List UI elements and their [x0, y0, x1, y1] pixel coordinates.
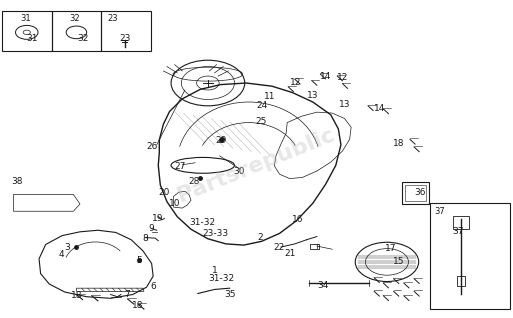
Bar: [52, 11, 102, 51]
Text: 18: 18: [132, 301, 144, 310]
Text: 31-32: 31-32: [209, 274, 235, 283]
Text: 1: 1: [212, 266, 218, 275]
Text: 29: 29: [215, 135, 226, 144]
Text: 8: 8: [143, 234, 148, 243]
Text: 9: 9: [149, 224, 154, 233]
Text: 23-33: 23-33: [203, 229, 229, 238]
Text: 14: 14: [320, 72, 331, 80]
Text: 21: 21: [284, 250, 295, 259]
Text: 32: 32: [77, 34, 88, 43]
Bar: [457, 276, 465, 286]
Text: 35: 35: [224, 290, 235, 299]
Text: 31-32: 31-32: [190, 218, 216, 227]
Text: 2: 2: [258, 233, 263, 242]
Bar: [430, 203, 510, 309]
Text: 16: 16: [292, 215, 303, 224]
Text: 32: 32: [69, 14, 80, 23]
Bar: [310, 244, 320, 249]
Text: 23: 23: [107, 14, 118, 23]
Text: 15: 15: [393, 257, 404, 266]
Text: 31: 31: [27, 34, 38, 43]
Text: 18: 18: [393, 139, 404, 148]
Text: 6: 6: [150, 282, 156, 291]
Text: 13: 13: [307, 91, 319, 100]
Text: 37: 37: [452, 227, 463, 236]
Bar: [102, 11, 151, 51]
Text: 7: 7: [125, 290, 130, 299]
Text: 3: 3: [64, 243, 70, 252]
Text: 10: 10: [169, 199, 181, 208]
Text: 34: 34: [318, 280, 329, 289]
Text: 5: 5: [136, 256, 142, 265]
Text: 13: 13: [339, 100, 350, 109]
Text: 4: 4: [58, 250, 64, 259]
Text: 24: 24: [256, 101, 267, 110]
Text: 19: 19: [152, 214, 164, 223]
Text: 36: 36: [415, 188, 426, 197]
Text: 18: 18: [71, 291, 82, 300]
Bar: [453, 216, 469, 229]
Text: 20: 20: [159, 188, 170, 197]
Text: 25: 25: [255, 116, 266, 126]
Text: 27: 27: [174, 162, 185, 171]
Bar: [405, 185, 426, 201]
Text: 37: 37: [435, 207, 445, 216]
Text: 23: 23: [120, 34, 131, 43]
Text: 12: 12: [337, 73, 348, 82]
Text: 17: 17: [385, 244, 396, 253]
Text: 30: 30: [233, 167, 245, 176]
Text: 28: 28: [188, 177, 200, 186]
Text: 14: 14: [373, 104, 385, 113]
Text: 22: 22: [273, 243, 284, 252]
Text: 26: 26: [146, 142, 157, 151]
Text: 11: 11: [264, 92, 275, 101]
Text: 31: 31: [20, 14, 31, 23]
Bar: [402, 183, 429, 204]
Bar: [2, 11, 52, 51]
Text: 38: 38: [11, 177, 23, 186]
Text: 12: 12: [290, 78, 301, 87]
Text: Partsrepublic: Partsrepublic: [175, 125, 338, 206]
